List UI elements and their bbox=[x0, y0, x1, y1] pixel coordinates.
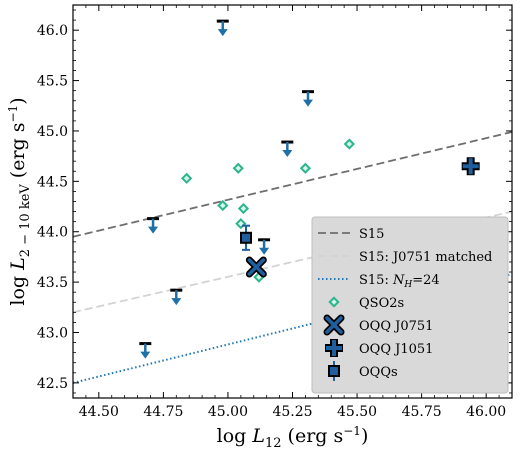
axis-ticks: 44.50 44.75 45.00 45.25 45.50 45.75 46.00 42.5 4… bbox=[37, 5, 513, 420]
y-tick-label: 45.5 bbox=[37, 74, 68, 90]
legend-label: QSO2s bbox=[359, 296, 404, 311]
point-diamond-0-3 bbox=[237, 202, 250, 215]
y-axis-label: log L2 − 10 keV (erg s−1) bbox=[6, 97, 33, 305]
point-plus-2-0 bbox=[461, 157, 480, 176]
y-tick-label: 43.5 bbox=[37, 275, 68, 291]
legend-box bbox=[311, 216, 509, 394]
data-points bbox=[181, 138, 480, 283]
y-tick-label: 42.5 bbox=[37, 376, 68, 392]
y-tick-label: 44.5 bbox=[37, 174, 68, 190]
reference-line-0 bbox=[72, 131, 513, 238]
legend-marker-square bbox=[328, 365, 340, 377]
x-tick-label: 45.25 bbox=[272, 404, 312, 420]
legend-label: OQQ J0751 bbox=[359, 319, 433, 334]
legend-marker-x bbox=[323, 314, 345, 336]
upper-limit-arrowhead bbox=[171, 298, 182, 306]
x-tick-label: 45.75 bbox=[402, 404, 442, 420]
point-diamond-0-1 bbox=[232, 162, 244, 174]
x-axis-label: log L12 (erg s−1) bbox=[217, 424, 369, 450]
upper-limit-arrowhead bbox=[302, 99, 313, 107]
legend-marker-diamond bbox=[328, 296, 340, 308]
legend-label: S15 bbox=[359, 227, 384, 242]
x-tick-label: 44.75 bbox=[143, 404, 183, 420]
y-tick-label: 45.0 bbox=[37, 124, 68, 140]
legend-label: S15: NH=24 bbox=[359, 273, 440, 290]
upper-limit-arrowhead bbox=[140, 351, 151, 359]
upper-limit-arrowhead bbox=[282, 150, 293, 158]
upper-limit-5 bbox=[170, 288, 183, 306]
y-tick-label: 43.0 bbox=[37, 326, 68, 342]
upper-limit-2 bbox=[281, 140, 294, 158]
point-diamond-0-6 bbox=[343, 138, 355, 150]
upper-limit-0 bbox=[216, 19, 229, 37]
legend-label: OQQ J1051 bbox=[359, 342, 433, 357]
legend-marker-plus bbox=[325, 339, 343, 357]
point-diamond-0-5 bbox=[299, 162, 312, 174]
x-tick-label: 45.50 bbox=[337, 404, 377, 420]
y-tick-label: 46.0 bbox=[37, 23, 68, 39]
y-tick-label: 44.0 bbox=[37, 225, 68, 241]
x-tick-label: 46.00 bbox=[466, 404, 506, 420]
upper-limit-arrowhead bbox=[259, 247, 270, 255]
upper-limit-3 bbox=[147, 217, 160, 234]
x-tick-label: 44.50 bbox=[79, 404, 119, 420]
legend: S15 S15: J0751 matched S15: NH=24 QSO2s OQQ … bbox=[311, 216, 509, 394]
x-stroke bbox=[247, 258, 266, 276]
legend-label: S15: J0751 matched bbox=[359, 250, 492, 265]
x-tick-label: 45.00 bbox=[208, 404, 248, 420]
upper-limit-markers bbox=[139, 19, 314, 359]
point-diamond-0-2 bbox=[217, 199, 229, 212]
point-x-1-0 bbox=[245, 256, 267, 278]
upper-limit-arrowhead bbox=[217, 29, 228, 37]
point-square-3-0 bbox=[240, 231, 253, 244]
upper-limit-4 bbox=[258, 238, 271, 255]
upper-limit-arrowhead bbox=[148, 226, 159, 234]
point-diamond-0-0 bbox=[181, 172, 193, 184]
upper-limit-6 bbox=[139, 342, 152, 359]
x-stroke bbox=[325, 316, 343, 334]
legend-label: OQQs bbox=[359, 365, 398, 380]
upper-limit-1 bbox=[301, 90, 314, 107]
